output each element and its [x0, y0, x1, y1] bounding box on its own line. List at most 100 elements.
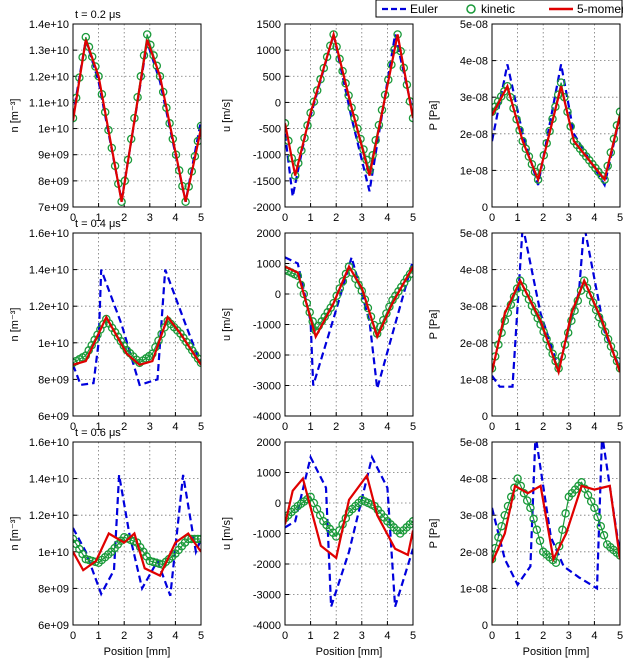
x-tick-label: 2: [121, 421, 127, 433]
series-line-5-moment: [73, 314, 201, 367]
x-tick-label: 3: [566, 212, 572, 224]
kinetic-point: [532, 525, 542, 535]
x-tick-label: 2: [121, 212, 127, 224]
panel-1: 0 1 2 3 4 5 -2000 -1500 -1000 -500 0 500 1000 1500 u […: [221, 19, 416, 224]
y-tick-label: 0: [275, 289, 281, 301]
y-tick-label: 0: [275, 97, 281, 109]
kinetic-point: [187, 534, 196, 544]
y-tick-label: 0: [275, 498, 281, 510]
panel-4: 0 1 2 3 4 5 -4000 -3000 -2000 -1000 0 1000 2000 u [m/…: [221, 228, 416, 433]
panel-0: 0 1 2 3 4 5 7e+09 8e+09 9e+09 1e+10 1.1e+10 1.2e+10…: [9, 9, 204, 224]
y-axis-label: n [m⁻³]: [9, 308, 21, 342]
x-tick-label: 1: [308, 421, 314, 433]
x-tick-label: 3: [566, 421, 572, 433]
y-tick-label: 500: [263, 71, 281, 83]
y-tick-label: 1e-08: [460, 583, 488, 595]
x-tick-label: 1: [96, 212, 102, 224]
series-line-5-moment: [492, 83, 620, 184]
y-tick-label: 8e+09: [38, 583, 69, 595]
panel-7: 0 1 2 3 4 5 -4000 -3000 -2000 -1000 0 1000 2000 u [m/…: [221, 437, 416, 658]
kinetic-point: [535, 536, 545, 546]
kinetic-point: [176, 329, 185, 338]
y-tick-label: 0: [482, 620, 488, 632]
y-tick-label: -3000: [253, 590, 281, 602]
y-tick-label: 1.3e+10: [29, 45, 69, 57]
series-line-5-moment: [73, 531, 201, 578]
axes-frame: [491, 23, 621, 208]
x-tick-label: 2: [333, 212, 339, 224]
kinetic-point: [285, 119, 290, 128]
series-line-5-moment: [285, 264, 413, 340]
kinetic-point: [341, 269, 351, 279]
y-tick-label: 8e+09: [38, 374, 69, 386]
kinetic-point: [606, 342, 616, 351]
x-tick-label: 1: [515, 421, 521, 433]
series-line-euler: [73, 474, 201, 597]
y-tick-label: -2000: [253, 202, 281, 214]
x-tick-label: 1: [308, 630, 314, 642]
axes-frame: [491, 441, 621, 626]
x-tick-label: 2: [540, 212, 546, 224]
x-tick-label: 3: [359, 212, 365, 224]
x-tick-label: 0: [70, 212, 76, 224]
y-tick-label: 3e-08: [460, 92, 488, 104]
x-tick-label: 0: [282, 421, 288, 433]
x-tick-label: 3: [359, 630, 365, 642]
y-axis-label: n [m⁻³]: [9, 99, 21, 133]
y-tick-label: 1e+10: [38, 547, 69, 559]
legend: Euler kinetic 5-moment: [375, 0, 623, 18]
x-tick-label: 4: [384, 421, 390, 433]
x-tick-label: 4: [172, 421, 178, 433]
x-tick-label: 5: [617, 421, 623, 433]
kinetic-point: [579, 276, 589, 285]
y-tick-label: -500: [259, 124, 281, 136]
y-tick-label: -2000: [253, 559, 281, 571]
x-tick-label: 0: [282, 212, 288, 224]
series-line-5-moment: [285, 473, 413, 560]
y-tick-label: 0: [482, 202, 488, 214]
x-tick-label: 2: [333, 421, 339, 433]
axes-frame: [72, 23, 202, 208]
axes-frame: [284, 441, 414, 626]
y-axis-label: u [m/s]: [221, 308, 233, 341]
kinetic-point: [526, 503, 535, 513]
panel-title: t = 0.6 μs: [75, 427, 121, 439]
x-tick-label: 5: [198, 212, 204, 224]
kinetic-point: [329, 298, 338, 308]
x-tick-label: 4: [591, 630, 597, 642]
y-tick-label: 1.2e+10: [29, 301, 69, 313]
x-tick-label: 5: [198, 421, 204, 433]
kinetic-point: [497, 521, 506, 531]
kinetic-point: [583, 490, 593, 500]
panel-8: 0 1 2 3 4 5 0 1e-08 2e-08 3e-08 4e-08 5e-08 P [Pa] Po…: [428, 437, 623, 658]
x-tick-label: 3: [147, 212, 153, 224]
y-tick-label: 3e-08: [460, 510, 488, 522]
panel-title: t = 0.4 μs: [75, 218, 121, 230]
y-tick-label: 5e-08: [460, 437, 488, 449]
kinetic-point: [142, 30, 152, 39]
series-line-euler: [492, 64, 620, 188]
kinetic-point: [522, 496, 532, 505]
x-tick-label: 3: [566, 630, 572, 642]
kinetic-point: [524, 152, 534, 161]
y-axis-label: P [Pa]: [428, 101, 440, 131]
kinetic-point: [596, 521, 606, 531]
y-tick-label: -1000: [253, 529, 281, 541]
kinetic-point: [193, 534, 201, 544]
kinetic-point: [492, 364, 497, 373]
kinetic-point: [529, 514, 538, 524]
y-axis-label: n [m⁻³]: [9, 517, 21, 551]
y-tick-label: 4e-08: [460, 56, 488, 68]
kinetic-point: [187, 346, 197, 355]
y-tick-label: -3000: [253, 381, 281, 393]
series-line-euler: [285, 454, 413, 608]
x-tick-label: 1: [515, 630, 521, 642]
panel-5: 0 1 2 3 4 5 0 1e-08 2e-08 3e-08 4e-08 5e-08 P [Pa]: [428, 228, 623, 433]
x-tick-label: 3: [359, 421, 365, 433]
kinetic-point: [615, 107, 620, 117]
x-tick-label: 1: [96, 630, 102, 642]
x-tick-label: 0: [489, 421, 495, 433]
y-tick-label: -1500: [253, 176, 281, 188]
x-tick-label: 3: [147, 421, 153, 433]
